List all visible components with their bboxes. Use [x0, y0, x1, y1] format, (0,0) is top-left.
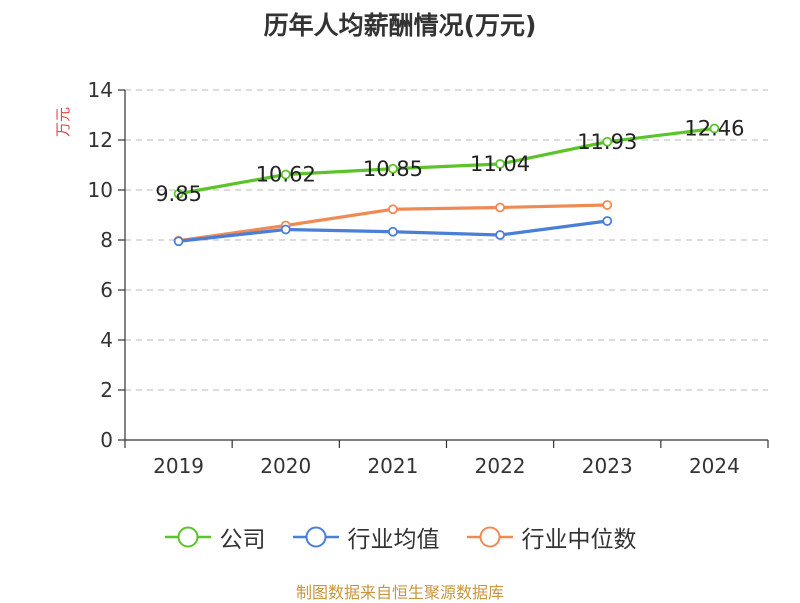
x-tick-label: 2024 — [689, 454, 740, 478]
legend-label: 行业均值 — [347, 527, 440, 553]
legend-swatch-icon — [292, 526, 339, 548]
data-label: 11.93 — [577, 130, 637, 154]
series-line-0 — [178, 126, 715, 196]
data-label: 10.62 — [256, 163, 316, 187]
data-point — [602, 136, 613, 147]
legend-item[interactable]: 公司 — [164, 520, 266, 554]
y-axis-label: 万元 — [54, 107, 72, 137]
y-tick-label: 0 — [100, 428, 113, 452]
y-tick-label: 2 — [100, 378, 113, 402]
data-point — [280, 169, 291, 180]
data-point — [495, 159, 505, 169]
data-point — [602, 200, 613, 210]
x-tick-label: 2023 — [582, 454, 633, 478]
x-tick-label: 2020 — [260, 454, 311, 478]
legend-label: 行业中位数 — [521, 527, 637, 553]
data-point — [388, 204, 398, 215]
grid-lines — [125, 89, 768, 391]
data-point — [495, 230, 505, 240]
source-note: 制图数据来自恒生聚源数据库 — [295, 583, 504, 602]
data-point — [173, 236, 184, 247]
legend-marker — [177, 526, 198, 548]
data-label: 9.85 — [155, 182, 202, 206]
legend-swatch-icon — [466, 526, 513, 548]
y-tick-label: 14 — [88, 78, 113, 102]
chart-title: 历年人均薪酬情况(万元) — [263, 11, 537, 40]
legend-item[interactable]: 行业中位数 — [466, 520, 637, 554]
legend-label: 公司 — [219, 527, 266, 553]
y-tick-label: 8 — [100, 228, 113, 252]
x-tick-label: 2022 — [475, 454, 526, 478]
data-point — [495, 202, 505, 213]
axes: 0 2 4 6 8 10 12 14 2019 2020 2021 2022 2023 2024 万元 — [54, 78, 769, 478]
data-label: 11.04 — [470, 152, 530, 176]
data-point — [388, 226, 398, 237]
data-point — [602, 216, 613, 226]
data-point — [709, 123, 720, 134]
data-label: 12.46 — [684, 117, 744, 141]
legend-marker — [305, 526, 326, 548]
legend-swatch-icon — [164, 526, 211, 548]
x-tick-label: 2021 — [367, 454, 418, 478]
x-tick-label: 2019 — [153, 454, 204, 478]
data-label: 10.85 — [363, 157, 423, 181]
y-tick-label: 6 — [100, 278, 113, 302]
legend-item[interactable]: 行业均值 — [292, 520, 440, 554]
y-tick-label: 12 — [88, 128, 113, 152]
data-point — [173, 188, 184, 199]
legend: 公司 行业均值 行业中位数 — [0, 520, 800, 554]
series-lines — [173, 123, 720, 247]
y-tick-label: 4 — [100, 328, 113, 352]
y-tick-label: 10 — [88, 178, 113, 202]
data-point — [280, 224, 291, 235]
data-labels: 9.85 10.62 10.85 11.04 11.93 12.46 — [155, 117, 744, 206]
data-point — [388, 163, 398, 174]
legend-marker — [479, 526, 500, 548]
